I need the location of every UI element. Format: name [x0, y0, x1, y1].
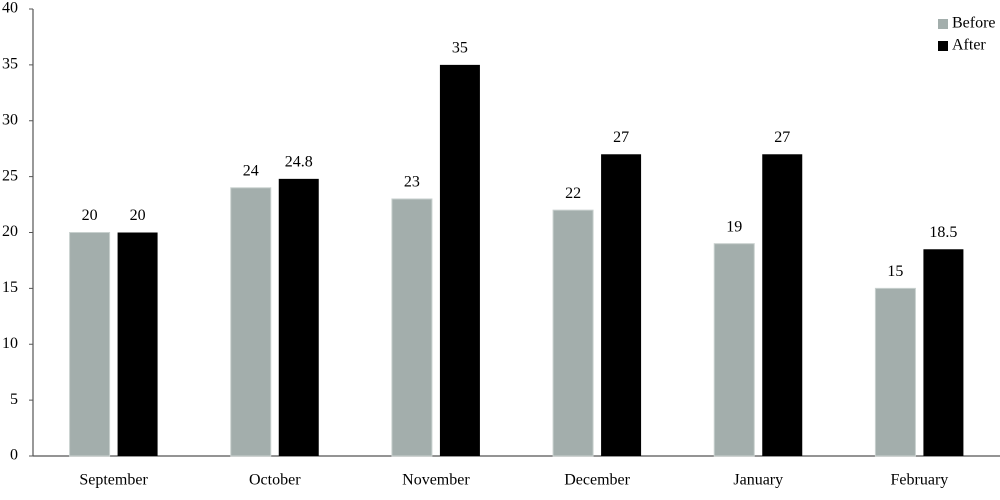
- bar: [874, 287, 916, 457]
- y-tick-label: 5: [10, 391, 18, 408]
- x-tick-label: February: [891, 472, 949, 489]
- value-label: 22: [565, 185, 581, 202]
- bar: [278, 178, 319, 457]
- x-tick-label: October: [249, 472, 301, 489]
- value-label: 23: [404, 174, 420, 191]
- bar: [69, 232, 111, 457]
- y-tick-label: 10: [2, 335, 18, 352]
- value-label: 15: [887, 263, 903, 280]
- bar: [762, 154, 803, 456]
- x-tick-label: September: [79, 472, 148, 489]
- value-label: 20: [130, 207, 146, 224]
- y-tick-label: 30: [2, 111, 18, 128]
- bar: [391, 198, 433, 457]
- bar: [439, 64, 480, 456]
- x-tick-label: January: [733, 472, 783, 489]
- bar: [923, 249, 964, 456]
- bar: [230, 187, 272, 457]
- legend-label: Before: [952, 15, 996, 32]
- value-label: 27: [774, 129, 790, 146]
- value-label: 27: [613, 129, 629, 146]
- value-label: 24.8: [285, 154, 313, 171]
- y-tick-label: 25: [2, 167, 18, 184]
- x-tick-label: December: [564, 472, 630, 489]
- value-label: 19: [726, 218, 742, 235]
- value-label: 18.5: [929, 224, 957, 241]
- bar: [713, 243, 755, 457]
- legend-swatch: [938, 41, 948, 51]
- y-tick-label: 40: [2, 0, 18, 17]
- value-label: 35: [452, 40, 468, 57]
- y-tick-label: 15: [2, 279, 18, 296]
- legend-label: After: [952, 37, 986, 54]
- value-label: 20: [82, 207, 98, 224]
- y-tick-label: 35: [2, 56, 18, 73]
- y-tick-label: 20: [2, 223, 18, 240]
- bar: [117, 232, 158, 456]
- x-tick-label: November: [402, 472, 470, 489]
- legend-swatch: [938, 19, 948, 29]
- bar: [552, 209, 594, 457]
- y-tick-label: 0: [10, 447, 18, 464]
- value-label: 24: [243, 162, 259, 179]
- bar: [601, 154, 642, 456]
